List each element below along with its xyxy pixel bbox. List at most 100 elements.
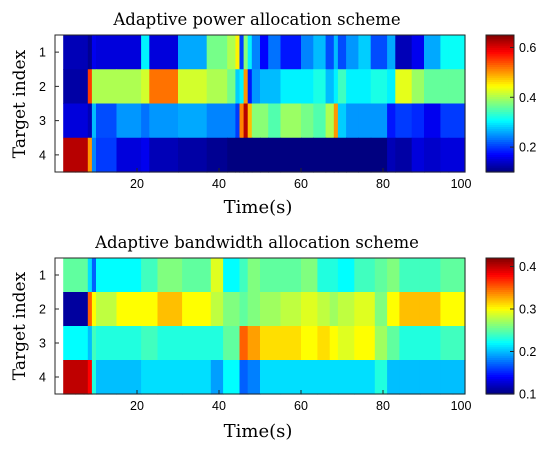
heatmap-cell: [301, 103, 314, 139]
colorbar-swatch: [486, 58, 514, 62]
heatmap-cell: [227, 69, 236, 105]
heatmap-cell: [223, 326, 241, 361]
heatmap-cell: [452, 326, 466, 361]
power-chart: Adaptive power allocation scheme 1 2 3 4 20…: [10, 10, 536, 218]
heatmap-cell: [251, 103, 261, 139]
colorbar-swatch: [486, 133, 514, 137]
heatmap-cell: [268, 137, 282, 173]
colorbar-swatch: [486, 56, 514, 60]
heatmap-cell: [247, 258, 261, 293]
heatmap-cell: [141, 103, 150, 139]
colorbar-swatch: [486, 88, 514, 92]
heatmap-cell: [374, 326, 388, 361]
colorbar-swatch: [486, 372, 514, 376]
heatmap-cell: [251, 35, 261, 70]
heatmap-cell: [440, 35, 450, 70]
colorbar-swatch: [486, 139, 514, 143]
colorbar-swatch: [486, 298, 514, 302]
colorbar-swatch: [486, 300, 514, 304]
heatmap-cell: [337, 103, 347, 139]
heatmap-cell: [239, 103, 245, 139]
colorbar-swatch: [486, 277, 514, 280]
colorbar-tick-label: 0.3: [519, 303, 536, 317]
heatmap-cell: [280, 69, 302, 105]
heatmap-cell: [239, 258, 249, 293]
heatmap-cell: [239, 360, 249, 395]
x-tick-label: 80: [376, 399, 390, 413]
heatmap-cell: [333, 103, 339, 139]
heatmap-cell: [83, 69, 89, 105]
colorbar-swatch: [486, 357, 514, 361]
heatmap-cell: [329, 258, 339, 293]
colorbar-tick-label: 0.2: [519, 345, 536, 359]
heatmap-cell: [329, 360, 339, 395]
heatmap-cell: [206, 137, 228, 173]
heatmap-cell: [235, 137, 241, 173]
colorbar-swatch: [486, 62, 514, 66]
heatmap-cell: [354, 292, 376, 327]
heatmap-cell: [239, 326, 249, 361]
heatmap-cell: [247, 292, 261, 327]
heatmap-cell: [141, 292, 159, 327]
power-plot-frame: [54, 34, 466, 173]
colorbar-swatch: [486, 64, 514, 68]
heatmap-cell: [317, 360, 331, 395]
heatmap-cell: [280, 35, 302, 70]
heatmap-cell: [235, 69, 241, 105]
colorbar-swatch: [486, 391, 514, 395]
heatmap-cell: [63, 35, 77, 70]
heatmap-cell: [87, 137, 93, 173]
heatmap-cell: [325, 137, 335, 173]
colorbar-swatch: [486, 340, 514, 344]
colorbar-swatch: [486, 332, 514, 336]
heatmap-cell: [387, 69, 396, 105]
y-tick-label: 2: [39, 80, 46, 94]
heatmap-cell: [301, 360, 318, 395]
heatmap-cell: [178, 69, 208, 105]
colorbar-swatch: [486, 52, 514, 55]
heatmap-cell: [301, 35, 314, 70]
heatmap-cell: [387, 103, 396, 139]
heatmap-cell: [399, 360, 421, 395]
power-x-ticks: 20 40 60 80 100: [130, 168, 471, 191]
colorbar-swatch: [486, 366, 514, 370]
heatmap-cell: [178, 137, 208, 173]
colorbar-tick-label: 0.6: [519, 41, 536, 55]
colorbar-swatch: [486, 159, 514, 162]
heatmap-cell: [149, 137, 179, 173]
colorbar-swatch: [486, 374, 514, 378]
colorbar-frame: [485, 257, 515, 395]
heatmap-cell: [346, 137, 359, 173]
heatmap-cell: [96, 292, 118, 327]
power-heatmap: [63, 35, 466, 173]
x-tick-label: 20: [130, 399, 144, 413]
heatmap-cell: [141, 258, 159, 293]
heatmap-cell: [358, 103, 372, 139]
heatmap-cell: [141, 35, 150, 70]
heatmap-cell: [83, 360, 89, 395]
colorbar-swatch: [486, 165, 514, 169]
colorbar-swatch: [486, 275, 514, 278]
colorbar-swatch: [486, 114, 514, 117]
colorbar-swatch: [486, 345, 514, 348]
heatmap-cell: [411, 69, 425, 105]
y-tick-label: 4: [39, 148, 46, 162]
power-colorbar: 0.2 0.4 0.6: [485, 34, 536, 173]
heatmap-cell: [157, 258, 183, 293]
heatmap-cell: [325, 103, 335, 139]
heatmap-cell: [75, 292, 85, 327]
heatmap-cell: [354, 326, 376, 361]
heatmap-cell: [346, 69, 359, 105]
heatmap-cell: [313, 103, 327, 139]
colorbar-swatch: [486, 84, 514, 87]
heatmap-cell: [313, 69, 327, 105]
colorbar-swatch: [486, 122, 514, 126]
heatmap-cell: [91, 103, 97, 139]
colorbar-swatch: [486, 71, 514, 75]
colorbar-swatch: [486, 39, 514, 43]
colorbar-swatch: [486, 82, 514, 85]
colorbar-swatch: [486, 289, 514, 293]
heatmap-cell: [63, 258, 77, 293]
heatmap-cell: [280, 360, 302, 395]
